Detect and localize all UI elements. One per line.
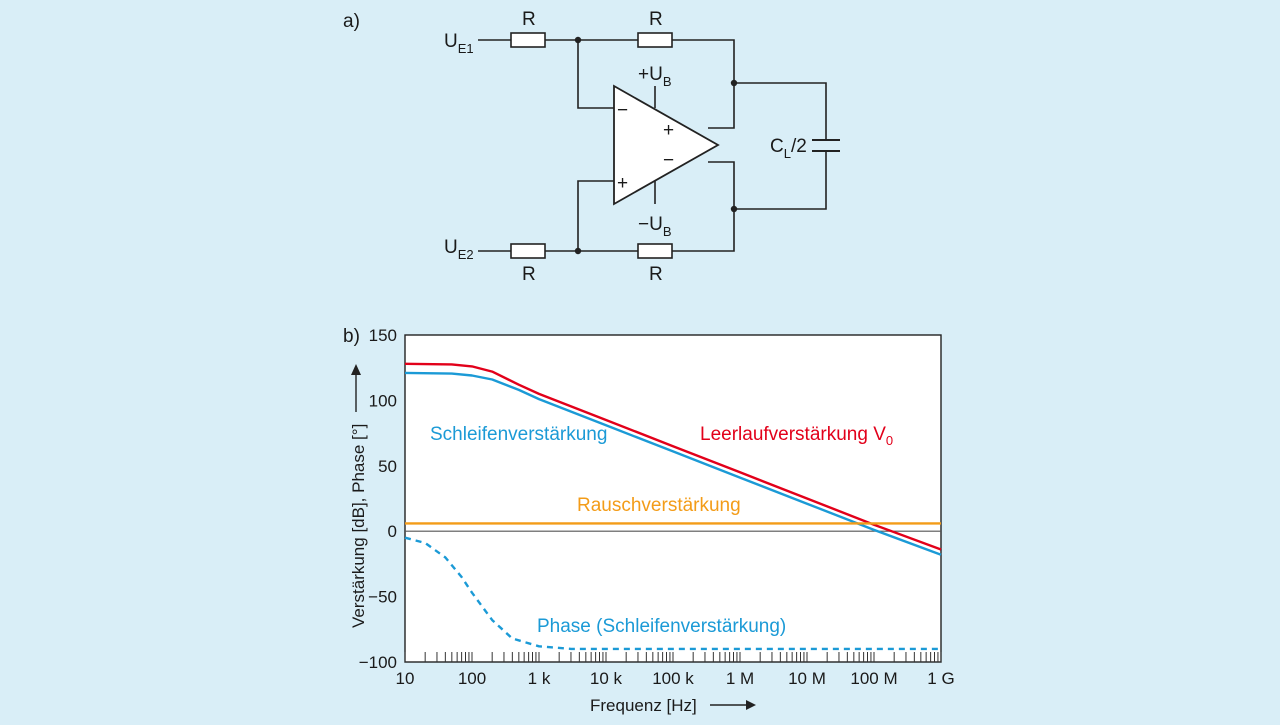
input-label-ue2: UE2: [444, 237, 474, 262]
x-tick-labels: 10 100 1 k 10 k 100 k 1 M 10 M 100 M 1 G: [396, 652, 955, 688]
plot-area: [404, 334, 942, 663]
opamp-pin-inverting: −: [617, 100, 628, 121]
x-tick-label: 10 k: [590, 669, 623, 688]
series-label-rauschverstaerkung: Rauschverstärkung: [577, 495, 741, 516]
wire-out-pos: [708, 83, 735, 129]
series-line-0: [404, 362, 942, 551]
wire-r4-out: [672, 209, 735, 252]
opamp-triangle: [613, 84, 720, 206]
wire-cap-bottom: [734, 151, 827, 210]
wire-feedback-top: [577, 40, 614, 109]
y-tick-labels: 150 100 50 0 −50 −100: [359, 326, 397, 672]
x-tick-label: 10: [396, 669, 415, 688]
panel-label-b: b): [343, 326, 360, 347]
resistor-r4: [637, 243, 673, 259]
series-label-phase: Phase (Schleifenverstärkung): [537, 616, 786, 637]
y-axis-arrow-head: [351, 364, 361, 375]
x-axis-label: Frequenz [Hz]: [590, 696, 697, 715]
wire-cap-top: [734, 82, 827, 140]
series-label-leerlaufverstaerkung: Leerlaufverstärkung V0: [700, 424, 893, 448]
resistor-label-r2: R: [649, 9, 663, 30]
wire-out-neg: [708, 161, 735, 209]
y-tick-label: −50: [368, 588, 397, 607]
resistor-label-r1: R: [522, 9, 536, 30]
series-label-schleifenverstaerkung: Schleifenverstärkung: [430, 424, 607, 445]
y-axis-label: Verstärkung [dB], Phase [°]: [349, 424, 368, 628]
input-label-ue1: UE1: [444, 31, 474, 56]
x-tick-label: 1 G: [927, 669, 954, 688]
series-group: [404, 362, 942, 651]
resistor-label-r4: R: [649, 264, 663, 285]
x-tick-label: 100: [458, 669, 486, 688]
x-axis-arrow-head: [746, 700, 756, 710]
node-top-left: [574, 36, 582, 44]
opamp-out-neg: −: [663, 150, 674, 171]
y-tick-label: −100: [359, 653, 397, 672]
resistor-r1: [510, 32, 546, 48]
x-tick-label: 10 M: [788, 669, 826, 688]
node-bottom-left: [574, 247, 582, 255]
x-tick-label: 100 M: [850, 669, 897, 688]
supply-neg-label: −UB: [638, 214, 672, 239]
circuit-diagram: a) UE1 R R UE2 R R +UB −UB − + + −: [343, 9, 840, 285]
resistor-label-r3: R: [522, 264, 536, 285]
resistor-r2: [637, 32, 673, 48]
y-tick-label: 100: [369, 391, 397, 410]
panel-label-a: a): [343, 11, 360, 32]
x-tick-label: 100 k: [652, 669, 694, 688]
capacitor-label: CL/2: [770, 136, 807, 161]
x-minor-ticks: [424, 652, 939, 662]
opamp-pin-noninverting: +: [617, 173, 628, 194]
opamp-out-pos: +: [663, 120, 674, 141]
supply-pos-label: +UB: [638, 64, 672, 89]
series-line-3: [404, 536, 941, 651]
wire-feedback-bottom: [577, 180, 614, 251]
x-tick-label: 1 k: [528, 669, 551, 688]
resistor-r3: [510, 243, 546, 259]
y-tick-label: 50: [378, 457, 397, 476]
y-tick-label: 0: [388, 522, 397, 541]
wire-r2-out: [672, 39, 735, 83]
y-tick-label: 150: [369, 326, 397, 345]
x-tick-label: 1 M: [726, 669, 754, 688]
series-line-1: [404, 371, 942, 556]
